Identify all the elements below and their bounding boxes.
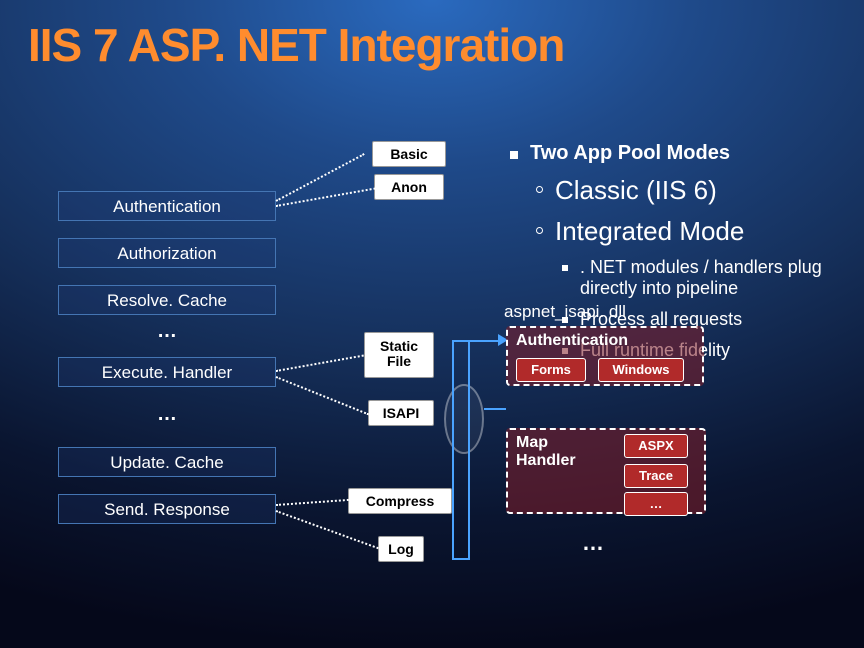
maphandler-outer-ellipsis: … (582, 530, 604, 556)
bullet-text: Two App Pool Modes (530, 142, 730, 165)
dotted-connector (276, 153, 365, 202)
flow-line (452, 340, 454, 560)
flow-line (484, 408, 506, 410)
pipeline-stage: Authorization (58, 238, 276, 268)
bullet-marker (562, 265, 568, 271)
dotted-connector (276, 376, 369, 415)
pipeline-stage: Authentication (58, 191, 276, 221)
bullet-marker (510, 151, 518, 159)
bullet-item: Integrated Mode (536, 216, 850, 247)
bullet-top: Two App Pool Modes (510, 142, 850, 165)
maphandler-chip: Trace (624, 464, 688, 488)
overlay-aspnet-text: aspnet_isapi. dll (504, 302, 626, 322)
pipeline-ellipsis: … (58, 403, 276, 426)
flow-line (468, 340, 470, 560)
pipeline-stage: Send. Response (58, 494, 276, 524)
maphandler-chip: … (624, 492, 688, 516)
auth-box: Anon (374, 174, 444, 200)
maphandler-group: Map Handler ASPXTrace… (506, 428, 706, 514)
maphandler-chip: ASPX (624, 434, 688, 458)
flow-line (452, 558, 470, 560)
authentication-group: Authentication Forms Windows (506, 326, 704, 386)
handler-box: Log (378, 536, 424, 562)
pipeline-stage: Resolve. Cache (58, 285, 276, 315)
page-title: IIS 7 ASP. NET Integration (28, 18, 564, 72)
bullet-text: Integrated Mode (555, 216, 744, 247)
handler-box: Compress (348, 488, 452, 514)
dotted-connector (276, 498, 356, 506)
bullet-item: Classic (IIS 6) (536, 175, 850, 206)
pipeline-ellipsis: … (58, 320, 276, 343)
bullet-item: . NET modules / handlers plug directly i… (562, 257, 850, 299)
pipeline-connection-oval (444, 384, 484, 454)
handler-box: ISAPI (368, 400, 434, 426)
dotted-connector (276, 353, 371, 372)
bullet-text: . NET modules / handlers plug directly i… (580, 257, 850, 299)
auth-box: Basic (372, 141, 446, 167)
group-label: Authentication (508, 328, 702, 356)
dotted-connector (276, 187, 379, 207)
dotted-connector (276, 510, 382, 550)
pipeline-stage: Update. Cache (58, 447, 276, 477)
auth-chip: Forms (516, 358, 586, 382)
auth-chip: Windows (598, 358, 684, 382)
bullet-text: Classic (IIS 6) (555, 175, 717, 206)
flow-line (452, 340, 502, 342)
bullet-marker (536, 227, 543, 234)
handler-box: Static File (364, 332, 434, 378)
pipeline-stage: Execute. Handler (58, 357, 276, 387)
bullet-marker (536, 186, 543, 193)
